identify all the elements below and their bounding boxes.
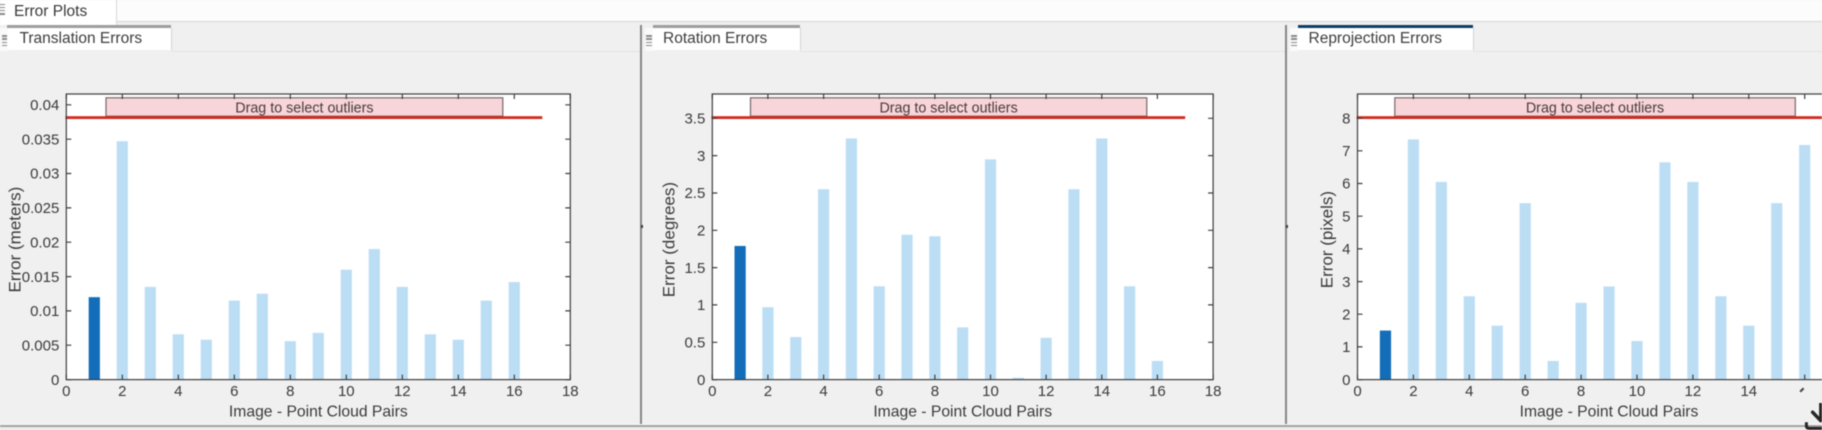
svg-text:4: 4 — [174, 383, 182, 400]
svg-text:6: 6 — [875, 383, 883, 400]
svg-text:10: 10 — [1629, 383, 1646, 400]
svg-text:0: 0 — [697, 372, 705, 389]
svg-text:8: 8 — [1342, 110, 1350, 127]
svg-text:0.5: 0.5 — [684, 335, 705, 352]
svg-text:Error (degrees): Error (degrees) — [660, 182, 679, 297]
svg-text:Drag to select outliers: Drag to select outliers — [235, 101, 373, 117]
svg-text:14: 14 — [1740, 383, 1757, 400]
svg-text:Error (meters): Error (meters) — [5, 187, 24, 293]
svg-text:2: 2 — [764, 383, 772, 400]
svg-text:3: 3 — [1342, 274, 1350, 291]
svg-text:2: 2 — [697, 223, 705, 240]
svg-text:16: 16 — [506, 383, 523, 400]
svg-text:14: 14 — [450, 383, 467, 400]
svg-text:6: 6 — [1342, 176, 1350, 193]
svg-text:0: 0 — [1353, 383, 1361, 400]
svg-text:0.035: 0.035 — [22, 131, 60, 148]
svg-text:2.5: 2.5 — [684, 185, 705, 202]
svg-text:Error (pixels): Error (pixels) — [1318, 191, 1337, 288]
svg-text:0.01: 0.01 — [30, 303, 59, 320]
svg-text:16: 16 — [1149, 383, 1166, 400]
svg-text:0.015: 0.015 — [22, 269, 60, 286]
svg-text:4: 4 — [1342, 241, 1350, 258]
svg-text:6: 6 — [230, 383, 238, 400]
svg-text:18: 18 — [562, 383, 579, 400]
svg-text:18: 18 — [1205, 383, 1222, 400]
svg-text:12: 12 — [1685, 383, 1702, 400]
svg-text:10: 10 — [338, 383, 355, 400]
svg-text:0.04: 0.04 — [30, 97, 59, 114]
svg-text:5: 5 — [1342, 208, 1350, 225]
svg-text:2: 2 — [1342, 306, 1350, 323]
svg-text:0.005: 0.005 — [22, 337, 60, 354]
svg-text:14: 14 — [1093, 383, 1110, 400]
svg-text:2: 2 — [1409, 383, 1417, 400]
svg-text:0.03: 0.03 — [30, 166, 59, 183]
svg-text:1: 1 — [1342, 339, 1350, 356]
svg-text:6: 6 — [1521, 383, 1529, 400]
svg-text:1.5: 1.5 — [684, 260, 705, 277]
svg-text:12: 12 — [1038, 383, 1055, 400]
svg-text:8: 8 — [1577, 383, 1585, 400]
svg-text:4: 4 — [1465, 383, 1473, 400]
svg-text:Drag to select outliers: Drag to select outliers — [879, 101, 1017, 117]
svg-text:0: 0 — [51, 372, 59, 389]
svg-text:0.02: 0.02 — [30, 234, 59, 251]
svg-text:Image - Point Cloud Pairs: Image - Point Cloud Pairs — [873, 404, 1052, 421]
svg-text:8: 8 — [286, 383, 294, 400]
svg-text:0: 0 — [1342, 372, 1350, 389]
svg-text:2: 2 — [118, 383, 126, 400]
svg-text:Image - Point Cloud Pairs: Image - Point Cloud Pairs — [229, 404, 408, 421]
svg-text:0: 0 — [62, 383, 70, 400]
svg-text:Image - Point Cloud Pairs: Image - Point Cloud Pairs — [1520, 404, 1699, 421]
svg-text:Drag to select outliers: Drag to select outliers — [1526, 101, 1664, 117]
svg-text:7: 7 — [1342, 143, 1350, 160]
svg-text:8: 8 — [931, 383, 939, 400]
svg-text:1: 1 — [697, 297, 705, 314]
svg-text:0: 0 — [708, 383, 716, 400]
svg-text:12: 12 — [394, 383, 411, 400]
svg-text:10: 10 — [982, 383, 999, 400]
svg-text:3: 3 — [697, 148, 705, 165]
svg-text:3.5: 3.5 — [684, 111, 705, 128]
svg-text:0.025: 0.025 — [22, 200, 60, 217]
svg-text:4: 4 — [819, 383, 827, 400]
